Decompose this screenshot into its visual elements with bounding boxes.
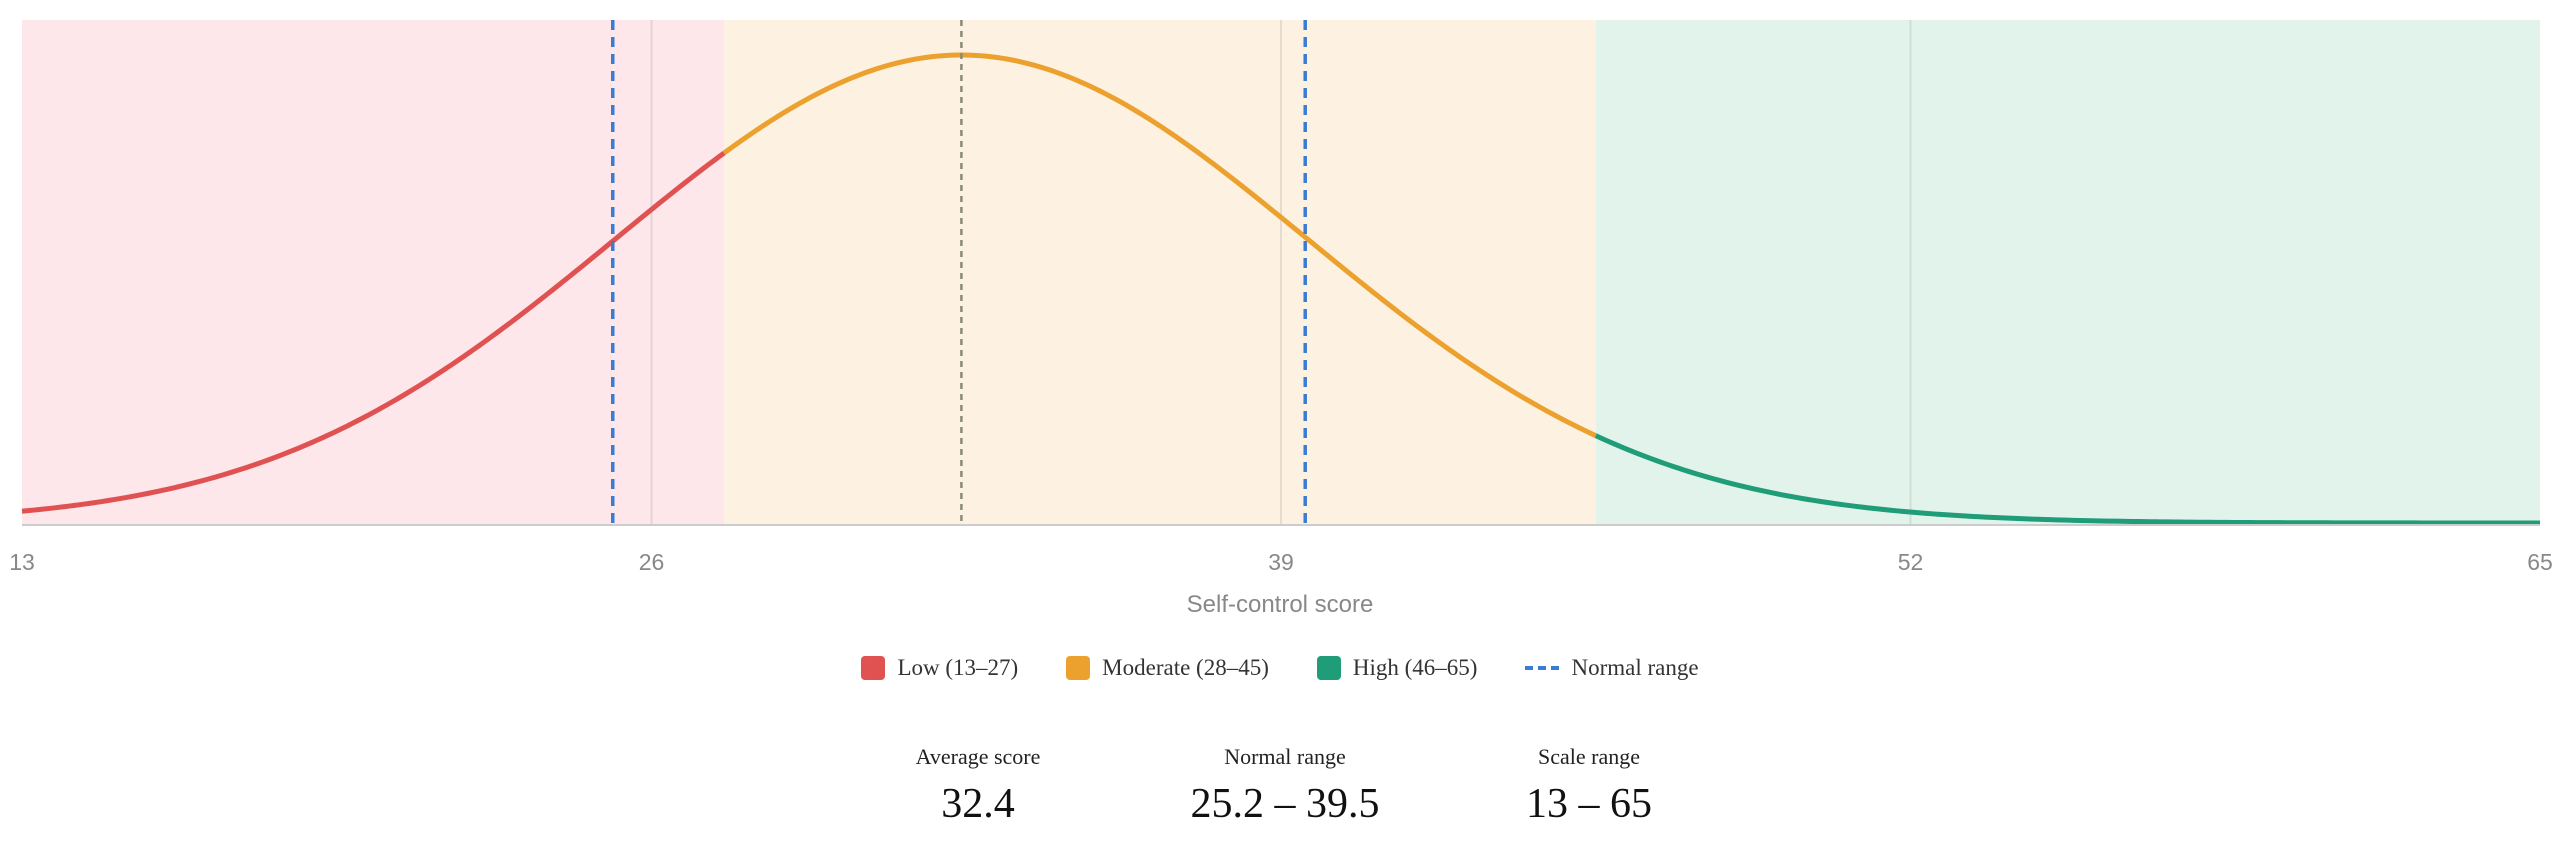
stat-average-value: 32.4 [941, 781, 1015, 827]
x-axis-ticks: 13 26 39 52 65 [9, 549, 2553, 575]
stat-scale-range: Scale range 13 – 65 [1469, 742, 1709, 830]
density-curve [21, 52, 2541, 526]
stat-normal-range: Normal range 25.2 – 39.5 [1165, 742, 1405, 830]
legend-item-high[interactable]: High (46–65) [1316, 655, 1478, 681]
summary-stats: Average score 32.4 Normal range 25.2 – 3… [0, 742, 2560, 842]
legend-label-moderate: Moderate (28–45) [1102, 655, 1269, 680]
legend-label-normal-range: Normal range [1571, 655, 1699, 680]
stat-scale-label: Scale range [1538, 744, 1640, 769]
stat-average-score: Average score 32.4 [858, 742, 1098, 830]
legend-swatch-high [1316, 656, 1341, 680]
legend-label-low: Low (13–27) [897, 655, 1019, 680]
band-high [1595, 20, 2540, 525]
stat-normal-label: Normal range [1224, 744, 1346, 769]
x-axis-title: Self-control score [1187, 591, 1374, 618]
curve-segment-moderate [722, 52, 1597, 438]
legend-swatch-low [861, 656, 886, 680]
legend-label-high: High (46–65) [1352, 655, 1478, 680]
x-tick-label-65: 65 [2527, 549, 2553, 575]
x-tick-label-13: 13 [9, 549, 35, 575]
score-bands [22, 20, 2540, 525]
x-tick-label-52: 52 [1898, 549, 1924, 575]
reference-lines [611, 20, 1307, 525]
legend-item-normal-range[interactable]: Normal range [1525, 655, 1699, 681]
legend-item-moderate[interactable]: Moderate (28–45) [1066, 655, 1269, 681]
x-tick-label-26: 26 [639, 549, 665, 575]
stat-scale-value: 13 – 65 [1526, 781, 1652, 827]
chart-legend: Low (13–27) Moderate (28–45) High (46–65… [0, 655, 2560, 681]
x-tick-label-39: 39 [1268, 549, 1294, 575]
stat-normal-value: 25.2 – 39.5 [1190, 781, 1380, 827]
legend-item-low[interactable]: Low (13–27) [861, 655, 1018, 681]
score-distribution-chart: 13 26 39 52 65 Self-control score [9, 20, 2553, 618]
band-low [22, 20, 725, 525]
legend-swatch-normal-range [1525, 666, 1560, 670]
curve-segment-low [21, 150, 726, 514]
band-moderate [724, 20, 1596, 525]
grid-lines [650, 20, 1912, 525]
legend-swatch-moderate [1066, 656, 1091, 680]
stat-average-label: Average score [915, 744, 1041, 769]
curve-segment-high [1594, 433, 2541, 526]
